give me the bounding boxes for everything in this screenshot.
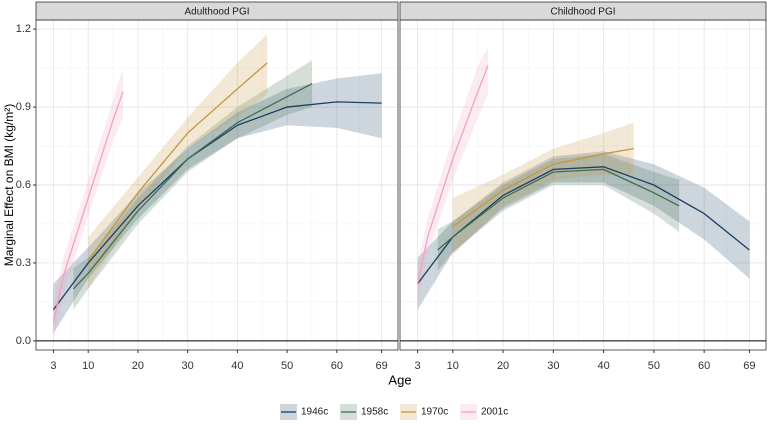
strip <box>399 1 767 21</box>
x-tick-label: 69 <box>743 360 755 372</box>
x-tick-label: 20 <box>497 360 509 372</box>
series-line <box>416 65 489 284</box>
x-tick-label: 40 <box>231 360 243 372</box>
y-tick-label: 0.3 <box>16 257 31 269</box>
x-tick-label: 10 <box>447 360 459 372</box>
panel-title: Adulthood PGI <box>184 7 249 18</box>
x-axis-label: Age <box>388 372 411 387</box>
x-tick-label: 20 <box>132 360 144 372</box>
legend-label: 1970c <box>421 407 448 418</box>
confidence-band <box>437 153 680 271</box>
y-axis-label: Marginal Effect on BMI (kg/m²) <box>2 104 16 267</box>
x-tick-label: 60 <box>698 360 710 372</box>
strip <box>35 1 399 21</box>
confidence-band <box>417 151 750 310</box>
x-tick-label: 10 <box>82 360 94 372</box>
y-tick-label: 0.9 <box>16 101 31 113</box>
legend-label: 1946c <box>301 407 328 418</box>
series-line <box>437 168 680 251</box>
panel-title: Childhood PGI <box>550 7 615 18</box>
series-group <box>52 34 382 341</box>
y-tick-label: 1.2 <box>16 23 31 35</box>
series-line <box>52 91 124 323</box>
x-tick-label: 3 <box>415 360 421 372</box>
series-line <box>87 62 268 261</box>
series-line <box>52 101 382 311</box>
x-tick-label: 40 <box>597 360 609 372</box>
x-tick-label: 3 <box>50 360 56 372</box>
series-line <box>72 83 313 290</box>
x-tick-label: 30 <box>182 360 194 372</box>
x-tick-label: 50 <box>281 360 293 372</box>
confidence-band <box>452 122 634 256</box>
legend-label: 2001c <box>481 407 508 418</box>
confidence-band <box>53 68 124 341</box>
confidence-band <box>53 73 382 334</box>
confidence-band <box>73 60 312 310</box>
y-tick-label: 0.6 <box>16 179 31 191</box>
x-tick-label: 30 <box>547 360 559 372</box>
x-tick-label: 50 <box>648 360 660 372</box>
legend-label: 1958c <box>361 407 388 418</box>
series-group <box>416 47 750 310</box>
confidence-band <box>88 34 268 289</box>
x-tick-label: 69 <box>375 360 387 372</box>
series-line <box>452 147 634 228</box>
y-tick-label: 0.0 <box>16 335 31 347</box>
x-tick-label: 60 <box>331 360 343 372</box>
